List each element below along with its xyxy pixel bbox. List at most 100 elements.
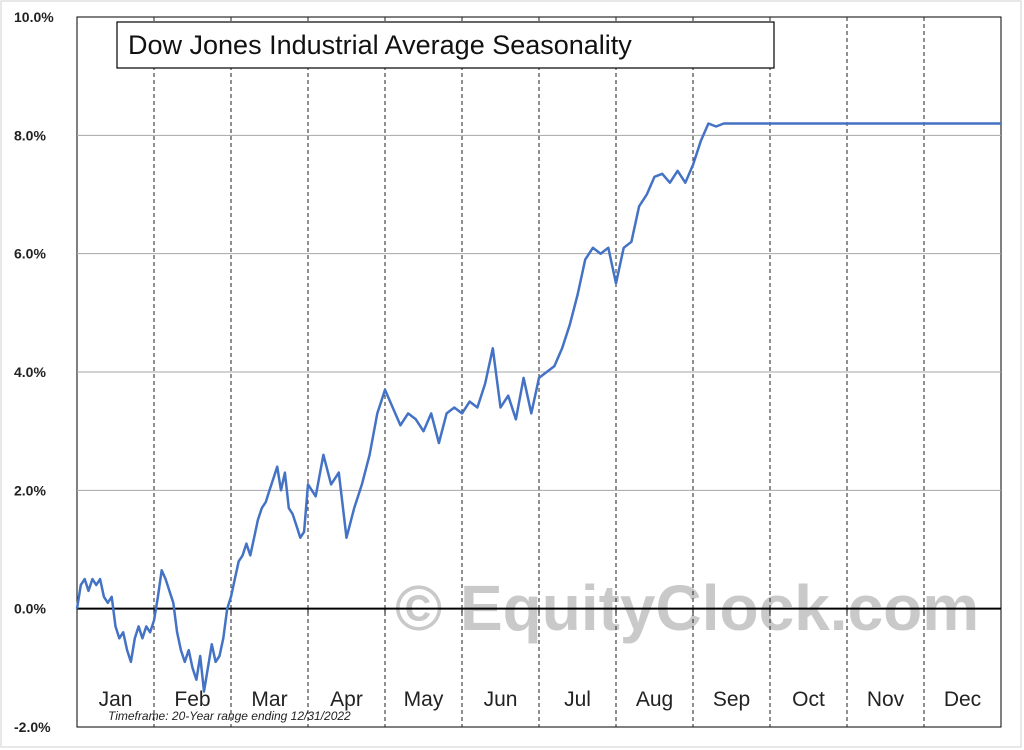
data-point <box>499 406 501 408</box>
month-label-oct: Oct <box>792 688 825 711</box>
data-point <box>214 661 216 663</box>
data-point <box>707 122 709 124</box>
data-point <box>307 483 309 485</box>
data-point <box>484 383 486 385</box>
data-point <box>869 122 871 124</box>
data-point <box>715 125 717 127</box>
data-point <box>184 661 186 663</box>
month-label-nov: Nov <box>867 688 905 711</box>
data-point <box>515 418 517 420</box>
data-point <box>164 578 166 580</box>
data-point <box>669 182 671 184</box>
data-point <box>984 122 986 124</box>
data-point <box>569 324 571 326</box>
data-point <box>280 489 282 491</box>
y-tick-label: 4.0% <box>14 364 46 380</box>
data-point <box>846 122 848 124</box>
data-point <box>815 122 817 124</box>
data-point <box>854 122 856 124</box>
data-point <box>95 584 97 586</box>
axis-layer: 10.0% 8.0% 6.0% 4.0% 2.0% 0.0% -2.0% Jan Feb Mar A… <box>14 9 1002 735</box>
data-point <box>118 637 120 639</box>
month-label-jan: Jan <box>99 688 133 711</box>
data-point <box>80 584 82 586</box>
data-point <box>122 631 124 633</box>
title-layer: Dow Jones Industrial Average Seasonality <box>116 21 775 69</box>
data-point <box>399 424 401 426</box>
data-point <box>76 608 78 610</box>
data-point <box>153 619 155 621</box>
data-point <box>445 412 447 414</box>
data-point <box>241 554 243 556</box>
data-point <box>954 122 956 124</box>
data-point <box>1000 122 1002 124</box>
data-point <box>338 471 340 473</box>
data-point <box>469 400 471 402</box>
data-point <box>692 164 694 166</box>
data-point <box>807 122 809 124</box>
data-point <box>961 122 963 124</box>
data-point <box>114 625 116 627</box>
data-point <box>330 483 332 485</box>
data-point <box>607 247 609 249</box>
data-point <box>777 122 779 124</box>
data-point <box>107 602 109 604</box>
month-label-dec: Dec <box>944 688 981 711</box>
month-label-mar: Mar <box>251 688 287 711</box>
data-point <box>746 122 748 124</box>
data-point <box>676 170 678 172</box>
data-point <box>218 655 220 657</box>
data-point <box>303 531 305 533</box>
data-point <box>191 667 193 669</box>
data-point <box>761 122 763 124</box>
data-point <box>615 282 617 284</box>
month-label-sep: Sep <box>713 688 750 711</box>
data-point <box>638 205 640 207</box>
data-point <box>238 560 240 562</box>
data-point <box>977 122 979 124</box>
data-point <box>538 377 540 379</box>
data-point <box>91 578 93 580</box>
data-point <box>430 412 432 414</box>
data-point <box>784 122 786 124</box>
data-point <box>199 655 201 657</box>
data-point <box>992 122 994 124</box>
data-point <box>226 608 228 610</box>
month-label-apr: Apr <box>330 688 363 711</box>
data-point <box>168 590 170 592</box>
data-point <box>203 690 205 692</box>
data-point <box>530 412 532 414</box>
data-point <box>861 122 863 124</box>
data-point <box>84 578 86 580</box>
month-label-aug: Aug <box>636 688 673 711</box>
data-point <box>700 140 702 142</box>
data-point <box>157 596 159 598</box>
data-point <box>931 122 933 124</box>
month-label-jun: Jun <box>484 688 518 711</box>
data-point <box>222 637 224 639</box>
data-point <box>823 122 825 124</box>
data-point <box>272 477 274 479</box>
y-tick-label: 10.0% <box>14 9 54 25</box>
data-point <box>195 679 197 681</box>
data-point <box>284 471 286 473</box>
data-point <box>592 247 594 249</box>
data-point <box>684 182 686 184</box>
data-point <box>261 507 263 509</box>
data-point <box>646 193 648 195</box>
data-point <box>769 122 771 124</box>
y-tick-label: 0.0% <box>14 601 46 617</box>
data-point <box>915 122 917 124</box>
data-point <box>892 122 894 124</box>
data-point <box>161 569 163 571</box>
data-point <box>492 347 494 349</box>
chart-title: Dow Jones Industrial Average Seasonality <box>128 30 632 60</box>
data-point <box>130 661 132 663</box>
data-point <box>295 525 297 527</box>
data-point <box>361 483 363 485</box>
data-point <box>249 554 251 556</box>
data-point <box>257 519 259 521</box>
data-point <box>211 643 213 645</box>
